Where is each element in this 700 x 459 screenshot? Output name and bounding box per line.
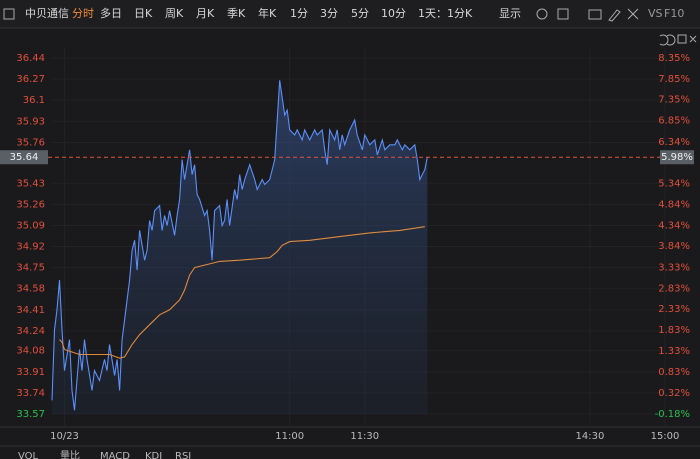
- y-tick-label: 34.41: [16, 305, 45, 316]
- y-tick-label: 35.43: [16, 178, 45, 189]
- tab[interactable]: 1天：1分K: [418, 7, 473, 20]
- y2-tick-label: 7.85%: [658, 74, 690, 85]
- current-price-label: 35.64: [10, 152, 39, 163]
- price-area: [52, 80, 428, 415]
- y-tick-label: 36.1: [23, 95, 45, 106]
- tab[interactable]: 5分: [351, 7, 369, 20]
- y2-tick-label: 4.84%: [658, 199, 690, 210]
- y-tick-label: 35.93: [16, 116, 45, 127]
- y2-tick-label: 1.33%: [658, 346, 690, 357]
- x-tick-label: 14:30: [576, 431, 605, 442]
- indicator-tab[interactable]: VOL: [18, 451, 39, 459]
- x-tick-label: 10/23: [50, 431, 79, 442]
- y-tick-label: 35.76: [16, 137, 45, 148]
- tab[interactable]: 分时: [72, 7, 94, 20]
- settings-icon[interactable]: [536, 8, 548, 20]
- pct-box: [660, 150, 694, 165]
- y-tick-label: 35.26: [16, 199, 45, 210]
- tab[interactable]: 3分: [320, 7, 338, 20]
- y-tick-label: 36.27: [16, 74, 45, 85]
- y2-tick-label: 7.35%: [658, 95, 690, 106]
- y2-tick-label: 4.34%: [658, 220, 690, 231]
- y-tick-label: 35.09: [16, 220, 45, 231]
- checkbox[interactable]: [3, 8, 15, 20]
- toolbar-icons: [536, 8, 697, 46]
- y-tick-label: 34.08: [16, 346, 45, 357]
- tool-icon[interactable]: [627, 8, 639, 20]
- y2-tick-label: -0.18%: [655, 409, 690, 420]
- y2-tick-label: 3.33%: [658, 263, 690, 274]
- x-tick-label: 15:00: [651, 431, 680, 442]
- y2-tick-label: 8.35%: [658, 53, 690, 64]
- y-tick-label: 33.74: [16, 388, 45, 399]
- tab[interactable]: 周K: [165, 7, 184, 20]
- y2-tick-label: 3.84%: [658, 241, 690, 252]
- y2-tick-label: 0.83%: [658, 367, 690, 378]
- y2-tick-label: 1.83%: [658, 325, 690, 336]
- tab[interactable]: 日K: [134, 7, 153, 20]
- tab[interactable]: 多日: [100, 6, 122, 20]
- tab[interactable]: 显示: [499, 7, 521, 20]
- y-tick-label: 33.57: [16, 409, 45, 420]
- toolbar-button[interactable]: VS: [648, 7, 663, 20]
- indicator-tab[interactable]: KDJ: [145, 451, 162, 459]
- y-tick-label: 34.58: [16, 284, 45, 295]
- toolbar-button[interactable]: F10: [664, 7, 684, 20]
- x-tick-label: 11:00: [275, 431, 304, 442]
- draw-icon[interactable]: [608, 9, 621, 22]
- y2-tick-label: 6.85%: [658, 116, 690, 127]
- y2-tick-label: 0.32%: [658, 388, 690, 399]
- checkbox-icon[interactable]: [557, 8, 569, 20]
- indicator-tab[interactable]: MACD: [100, 451, 130, 459]
- y2-tick-label: 2.83%: [658, 283, 690, 294]
- price-box: [0, 150, 48, 165]
- tab[interactable]: 10分: [381, 7, 406, 20]
- indicator-tab[interactable]: RSI: [175, 451, 191, 459]
- tab[interactable]: 年K: [258, 6, 277, 20]
- x-tick-label: 11:30: [350, 431, 379, 442]
- camera-icon[interactable]: [588, 9, 602, 20]
- tab[interactable]: 月K: [196, 7, 215, 20]
- price-line: [51, 80, 428, 411]
- y-tick-label: 36.44: [16, 53, 45, 64]
- y2-tick-label: 5.34%: [658, 179, 690, 190]
- current-pct-label: 5.98%: [661, 152, 693, 163]
- y2-tick-label: 6.34%: [658, 137, 690, 148]
- toolbar: [0, 0, 700, 28]
- y-tick-label: 34.92: [16, 242, 45, 253]
- y-tick-label: 34.24: [16, 326, 45, 337]
- tab[interactable]: 1分: [290, 7, 308, 20]
- panel-icons[interactable]: [659, 34, 697, 46]
- y2-tick-label: 2.33%: [658, 304, 690, 315]
- stock-name[interactable]: 中贝通信: [25, 7, 69, 20]
- average-line: [59, 226, 425, 359]
- y-tick-label: 33.91: [16, 367, 45, 378]
- y-tick-label: 34.75: [16, 263, 45, 274]
- tab[interactable]: 季K: [227, 7, 246, 20]
- indicator-tab[interactable]: 量比: [60, 450, 80, 459]
